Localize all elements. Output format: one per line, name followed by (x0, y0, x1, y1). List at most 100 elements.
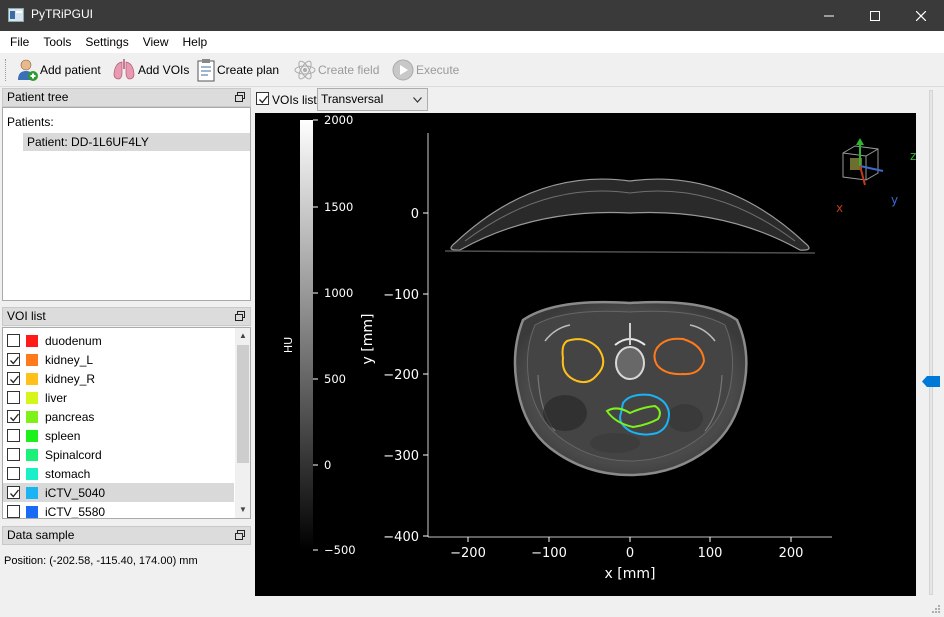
slider-track[interactable] (929, 90, 933, 595)
ictv-5040-contour (619, 393, 671, 436)
y-tick-label: −300 (383, 449, 419, 464)
check-icon (10, 356, 20, 365)
x-tick-label: −200 (450, 546, 486, 561)
check-icon (10, 375, 20, 384)
x-tick-label: 200 (779, 546, 804, 561)
y-ticks (423, 212, 428, 537)
voi-label: pancreas (45, 409, 95, 424)
data-sample-title: Data sample (7, 528, 75, 542)
colorbar-label: HU (282, 337, 295, 353)
x-tick-label: 100 (698, 546, 723, 561)
voi-list-scrollbar[interactable]: ▲ ▼ (235, 328, 250, 518)
x-tick-label: −100 (531, 546, 567, 561)
patient-tree-title: Patient tree (7, 90, 69, 104)
add-vois-button[interactable]: Add VOIs (111, 56, 189, 84)
voi-color-swatch (26, 467, 38, 480)
axis-x-label: x (836, 201, 843, 215)
menu-settings[interactable]: Settings (85, 35, 129, 49)
window-title: PyTRiPGUI (31, 7, 94, 21)
voi-list-item[interactable]: iCTV_5040 (3, 483, 234, 502)
orientation-select[interactable]: Transversal (317, 88, 428, 111)
scroll-down-icon[interactable]: ▼ (239, 505, 247, 514)
voi-list-item[interactable]: spleen (3, 426, 234, 445)
voi-color-swatch (26, 372, 38, 385)
voi-list-dock-title[interactable]: VOI list (2, 307, 251, 326)
execute-label: Execute (416, 63, 460, 77)
ct-viewer-canvas[interactable]: 2000 1500 1000 500 0 −500 HU (255, 113, 916, 596)
voi-checkbox[interactable] (7, 448, 20, 461)
voi-checkbox[interactable] (7, 372, 20, 385)
voi-color-swatch (26, 429, 38, 442)
scroll-up-icon[interactable]: ▲ (239, 331, 247, 340)
minimize-button[interactable] (806, 0, 852, 31)
menu-tools[interactable]: Tools (43, 35, 72, 49)
colorbar-tick-label: 0 (324, 458, 331, 472)
check-icon (10, 413, 20, 422)
menu-help[interactable]: Help (182, 35, 208, 49)
voi-list-item[interactable]: kidney_R (3, 369, 234, 388)
voi-color-swatch (26, 353, 38, 366)
check-icon (10, 489, 20, 498)
x-ticks (467, 537, 792, 542)
menu-file[interactable]: File (10, 35, 30, 49)
data-sample-dock-title[interactable]: Data sample (2, 526, 251, 545)
create-field-button[interactable]: Create field (293, 56, 379, 84)
clipboard-icon (197, 59, 215, 82)
voi-checkbox[interactable] (7, 505, 20, 518)
minimize-icon (824, 15, 834, 16)
slice-slider[interactable] (918, 88, 944, 598)
voi-label: kidney_R (45, 371, 96, 386)
colorbar (300, 120, 313, 550)
voi-checkbox[interactable] (7, 353, 20, 366)
voi-color-swatch (26, 410, 38, 423)
voi-checkbox[interactable] (7, 486, 20, 499)
voi-label: Spinalcord (45, 447, 102, 462)
execute-button[interactable]: Execute (391, 56, 459, 84)
voi-list-item[interactable]: kidney_L (3, 350, 234, 369)
slider-handle[interactable] (922, 376, 940, 387)
float-icon[interactable] (235, 530, 245, 540)
patients-label: Patients: (7, 115, 54, 129)
voi-list-item[interactable]: duodenum (3, 331, 234, 350)
voi-checkbox[interactable] (7, 429, 20, 442)
axis-y-label: y (891, 193, 898, 207)
ct-plot[interactable]: 2000 1500 1000 500 0 −500 HU (255, 113, 916, 596)
position-readout: Position: (-202.58, -115.40, 174.00) mm (4, 555, 198, 567)
patient-tree-dock-title[interactable]: Patient tree (2, 88, 251, 107)
play-icon (392, 59, 414, 81)
chevron-down-icon (413, 97, 422, 103)
menu-bar: File Tools Settings View Help (0, 31, 944, 53)
patient-item[interactable]: Patient: DD-1L6UF4LY (23, 133, 250, 151)
voi-checkbox[interactable] (7, 334, 20, 347)
voi-checkbox[interactable] (7, 391, 20, 404)
voi-list-item[interactable]: liver (3, 388, 234, 407)
float-icon[interactable] (235, 92, 245, 102)
status-bar (0, 600, 944, 617)
colorbar-tick-label: 2000 (324, 113, 353, 127)
create-plan-button[interactable]: Create plan (196, 56, 279, 84)
colorbar-ticks (313, 119, 318, 551)
voi-list-item[interactable]: Spinalcord (3, 445, 234, 464)
voi-color-swatch (26, 486, 38, 499)
voi-list-item[interactable]: stomach (3, 464, 234, 483)
add-patient-button[interactable]: Add patient (15, 56, 101, 84)
voi-label: kidney_L (45, 352, 94, 367)
menu-view[interactable]: View (142, 35, 169, 49)
vois-list-checkbox[interactable] (256, 92, 269, 105)
voi-checkbox[interactable] (7, 467, 20, 480)
voi-color-swatch (26, 391, 38, 404)
orientation-value: Transversal (321, 92, 384, 106)
voi-label: spleen (45, 428, 81, 443)
pancreas-contour (605, 404, 661, 429)
voi-list-item[interactable]: iCTV_5580 (3, 502, 234, 518)
float-icon[interactable] (235, 311, 245, 321)
patient-tree: Patients: Patient: DD-1L6UF4LY (2, 107, 251, 301)
voi-list-item[interactable]: pancreas (3, 407, 234, 426)
voi-checkbox[interactable] (7, 410, 20, 423)
lungs-icon (113, 59, 135, 80)
toolbar-grip[interactable] (5, 59, 8, 81)
scrollbar-thumb[interactable] (237, 345, 249, 463)
maximize-button[interactable] (852, 0, 898, 31)
close-button[interactable] (898, 0, 944, 31)
resize-grip-icon[interactable] (931, 604, 941, 614)
